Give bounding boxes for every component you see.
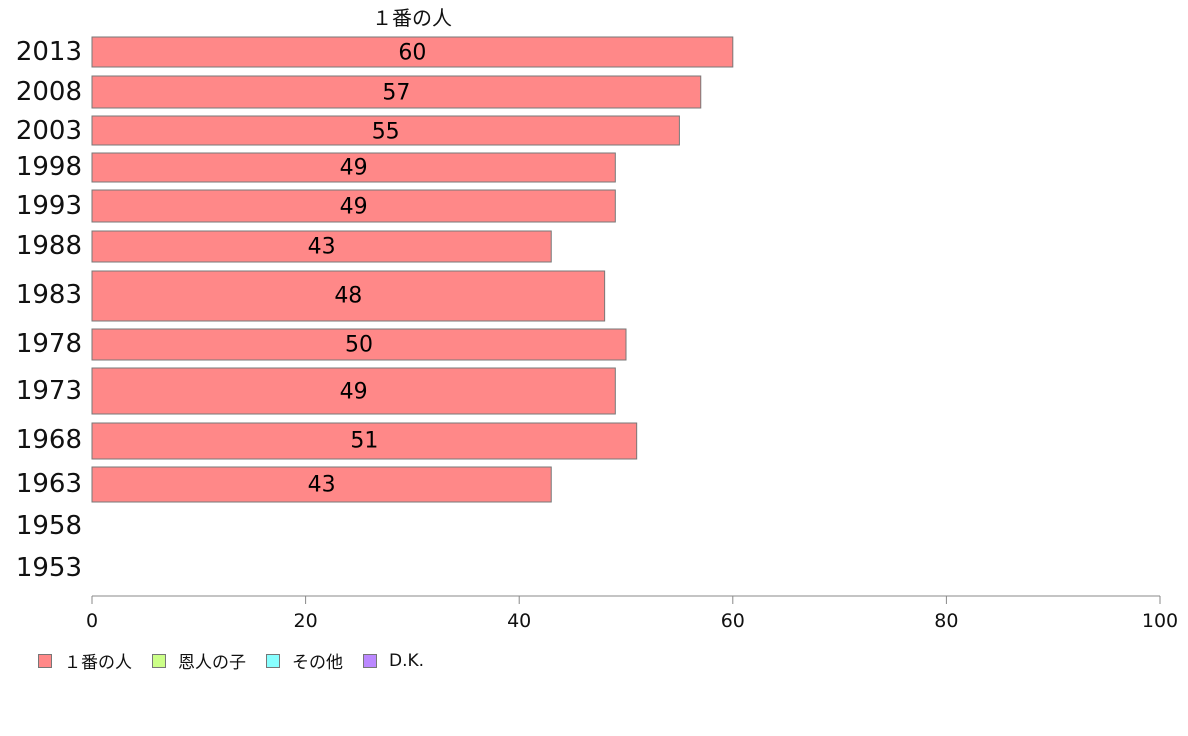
legend-label: 恩人の子 <box>178 653 246 673</box>
legend-swatch <box>266 653 280 668</box>
bar-1978 <box>91 328 627 361</box>
y-tick-label-1978: 1978 <box>16 329 82 359</box>
x-tick-label-40: 40 <box>507 610 531 632</box>
y-tick-label-1993: 1993 <box>16 191 82 221</box>
legend-label: その他 <box>292 653 343 673</box>
bar-1998 <box>91 152 616 183</box>
bar-2003 <box>91 115 680 146</box>
data-label-1973: 49 <box>340 380 368 405</box>
legend-item-1: 恩人の子 <box>152 648 246 673</box>
legend-label: D.K. <box>389 650 425 671</box>
y-tick-label-2008: 2008 <box>16 77 82 107</box>
legend-item-3: D.K. <box>363 651 424 671</box>
y-tick-label-1998: 1998 <box>16 152 82 182</box>
series-title: １番の人 <box>372 6 452 30</box>
bar-1973 <box>91 367 616 415</box>
data-label-1993: 49 <box>340 195 368 220</box>
bar-2008 <box>91 75 702 109</box>
data-label-2008: 57 <box>382 81 410 106</box>
bar-1988 <box>91 230 552 263</box>
x-tick-label-0: 0 <box>86 610 98 632</box>
bar-1993 <box>91 189 616 223</box>
y-tick-label-1983: 1983 <box>16 280 82 310</box>
bar-1983 <box>91 270 606 322</box>
legend-swatch <box>38 653 52 668</box>
legend-swatch <box>152 653 166 668</box>
legend: １番の人 恩人の子 その他 D.K. <box>38 648 444 673</box>
x-tick-label-60: 60 <box>721 610 745 632</box>
bar-2013 <box>91 36 734 68</box>
data-label-1988: 43 <box>308 235 336 260</box>
data-label-1963: 43 <box>308 473 336 498</box>
data-label-1968: 51 <box>350 429 378 454</box>
legend-swatch <box>363 653 377 668</box>
x-tick-label-100: 100 <box>1142 610 1178 632</box>
x-axis: 0 20 40 60 80 100 <box>86 595 1178 632</box>
y-tick-label-1953: 1953 <box>16 553 82 583</box>
legend-item-0: １番の人 <box>38 648 132 673</box>
x-tick-label-80: 80 <box>934 610 958 632</box>
data-label-1983: 48 <box>334 284 362 309</box>
data-label-1978: 50 <box>345 333 373 358</box>
bar-1963 <box>91 466 552 503</box>
y-tick-label-1968: 1968 <box>16 425 82 455</box>
legend-item-2: その他 <box>266 648 343 673</box>
legend-label: １番の人 <box>64 653 132 673</box>
data-label-2013: 60 <box>398 41 426 66</box>
x-tick-label-20: 20 <box>294 610 318 632</box>
y-tick-label-1973: 1973 <box>16 376 82 406</box>
bar-1968 <box>91 422 638 460</box>
data-label-1998: 49 <box>340 156 368 181</box>
y-tick-label-1958: 1958 <box>16 511 82 541</box>
y-tick-label-1988: 1988 <box>16 231 82 261</box>
data-label-2003: 55 <box>372 120 400 145</box>
y-tick-label-1963: 1963 <box>16 469 82 499</box>
y-tick-label-2013: 2013 <box>16 37 82 67</box>
y-axis-labels: 2013 2008 2003 1998 1993 1988 1983 1978 1973 1968… <box>16 37 82 583</box>
y-tick-label-2003: 2003 <box>16 116 82 146</box>
